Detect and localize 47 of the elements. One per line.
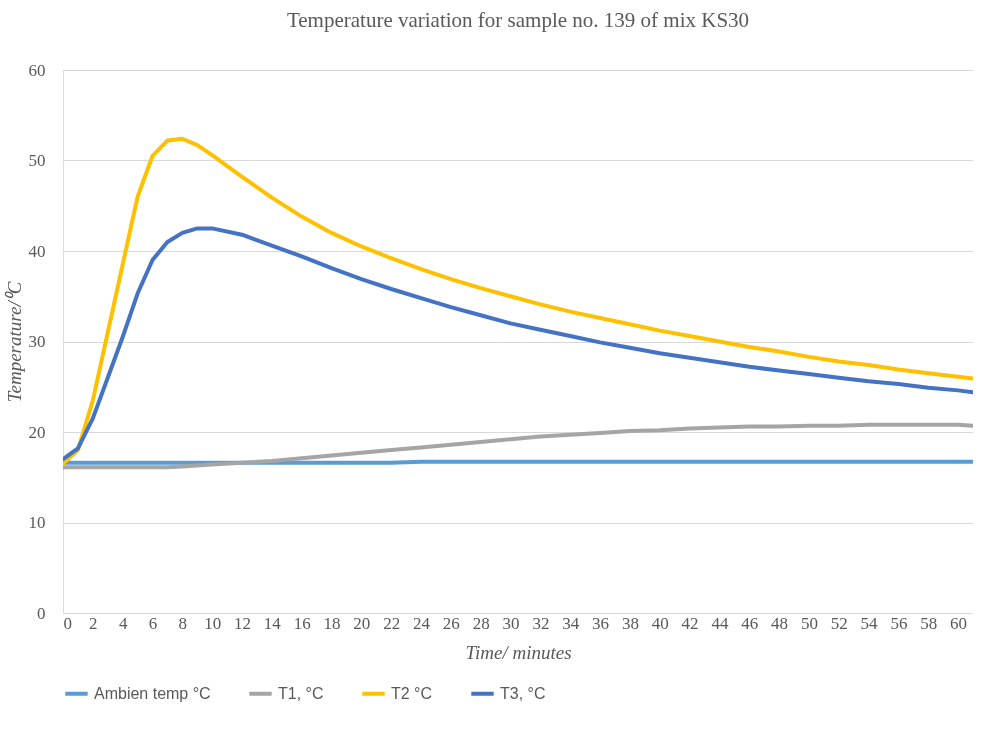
x-tick-label: 6 <box>148 613 158 633</box>
x-tick-label: 48 <box>771 613 789 633</box>
x-tick-label: 28 <box>472 613 490 633</box>
x-tick-label: 4 <box>118 613 128 633</box>
x-axis-title: Time/ minutes <box>465 641 572 663</box>
y-tick-label: 60 <box>28 60 46 80</box>
x-tick-label: 24 <box>413 613 431 633</box>
x-tick-label: 2 <box>89 613 98 633</box>
line-series <box>63 136 973 466</box>
x-tick-label: 26 <box>442 613 460 633</box>
x-tick-label: 8 <box>178 613 188 633</box>
x-tick-label: 50 <box>800 613 818 633</box>
x-tick-label: 12 <box>234 613 252 633</box>
x-tick-label: 16 <box>293 613 311 633</box>
chart-title: Temperature variation for sample no. 139 of mix KS30 <box>286 8 750 32</box>
x-tick-label: 54 <box>860 613 879 633</box>
x-tick-label: 10 <box>204 613 222 633</box>
legend-label: T1, °C <box>278 684 324 702</box>
x-tick-label: 32 <box>532 613 550 633</box>
x-tick-label: 52 <box>830 613 848 633</box>
y-tick-label: 10 <box>28 513 46 532</box>
x-tick-label: 56 <box>890 613 908 633</box>
x-tick-label: 38 <box>621 613 639 633</box>
x-tick-label: 30 <box>502 613 520 633</box>
x-tick-label: 22 <box>383 613 401 633</box>
y-tick-label: 50 <box>28 151 46 170</box>
x-tick-label: 40 <box>651 613 669 633</box>
legend-label: Ambien temp °C <box>94 684 211 702</box>
y-tick-label: 40 <box>28 241 46 261</box>
x-tick-label: 14 <box>263 613 282 633</box>
x-tick-label: 44 <box>711 613 729 633</box>
x-tick-label: 58 <box>920 613 938 633</box>
x-tick-label: 60 <box>950 613 968 633</box>
x-tick-label: 42 <box>681 613 699 633</box>
x-tick-label: 36 <box>592 613 610 633</box>
x-tick-label: 46 <box>741 613 759 633</box>
x-tick-label: 20 <box>353 613 371 633</box>
x-tick-label: 0 <box>63 613 72 633</box>
x-tick-label: 34 <box>562 613 580 633</box>
legend-label: T2 °C <box>391 684 433 702</box>
line-series <box>63 226 973 462</box>
legend-label: T3, °C <box>500 684 546 702</box>
line-series <box>63 422 973 470</box>
y-tick-label: 30 <box>28 332 46 351</box>
x-tick-label: 18 <box>323 613 341 633</box>
y-tick-label: 20 <box>28 422 46 442</box>
y-axis-title: Temperature/⁰C <box>3 281 25 403</box>
